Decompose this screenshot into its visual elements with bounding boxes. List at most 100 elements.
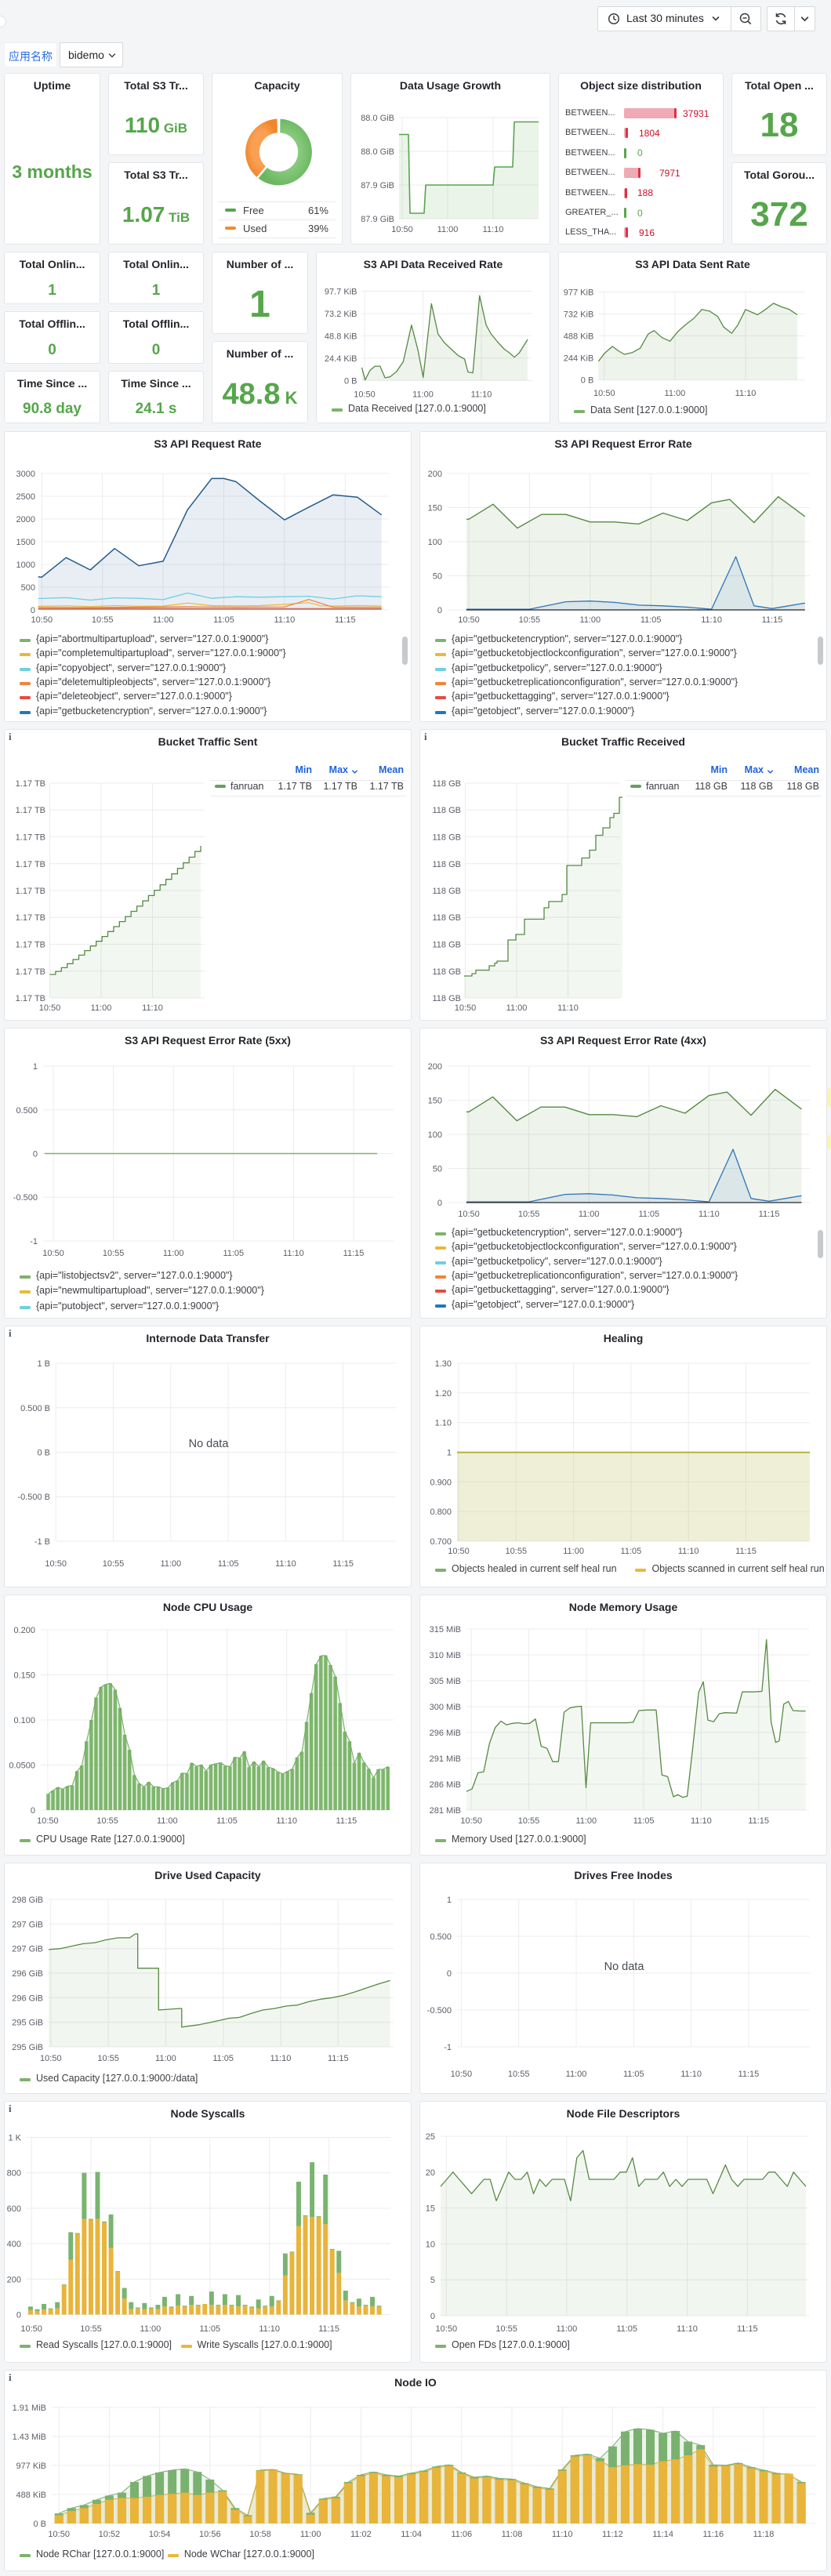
svg-text:11:10: 11:10 bbox=[471, 390, 492, 400]
svg-text:1.17 TB: 1.17 TB bbox=[16, 994, 45, 1003]
svg-text:11:05: 11:05 bbox=[638, 1210, 659, 1219]
svg-text:-0.500 B: -0.500 B bbox=[17, 1493, 50, 1502]
svg-text:11:05: 11:05 bbox=[216, 1816, 238, 1826]
svg-text:11:00: 11:00 bbox=[563, 1547, 584, 1556]
svg-text:11:10: 11:10 bbox=[276, 1816, 297, 1826]
svg-text:488 KiB: 488 KiB bbox=[16, 2491, 46, 2500]
svg-text:11:00: 11:00 bbox=[153, 615, 174, 625]
svg-text:11:10: 11:10 bbox=[275, 1559, 296, 1569]
svg-text:315 MiB: 315 MiB bbox=[430, 1625, 461, 1634]
svg-text:11:05: 11:05 bbox=[623, 2070, 644, 2079]
svg-text:11:15: 11:15 bbox=[759, 1210, 780, 1219]
svg-text:11:15: 11:15 bbox=[343, 1249, 365, 1258]
svg-text:11:10: 11:10 bbox=[735, 389, 757, 398]
svg-text:1.91 MiB: 1.91 MiB bbox=[13, 2404, 46, 2413]
svg-text:No data: No data bbox=[189, 1438, 230, 1450]
svg-text:-1: -1 bbox=[30, 1237, 38, 1246]
svg-text:1.17 TB: 1.17 TB bbox=[16, 967, 45, 977]
svg-text:11:10: 11:10 bbox=[483, 225, 504, 234]
svg-text:11:16: 11:16 bbox=[702, 2530, 724, 2539]
svg-text:11:00: 11:00 bbox=[155, 2054, 176, 2063]
svg-text:11:10: 11:10 bbox=[701, 615, 722, 625]
svg-text:10:50: 10:50 bbox=[455, 1003, 477, 1013]
svg-text:11:00: 11:00 bbox=[579, 1210, 600, 1219]
svg-text:0.200: 0.200 bbox=[13, 1626, 35, 1635]
svg-text:10:50: 10:50 bbox=[391, 225, 413, 234]
svg-text:0 B: 0 B bbox=[37, 1449, 50, 1458]
svg-text:977 KiB: 977 KiB bbox=[564, 288, 594, 297]
svg-text:0: 0 bbox=[447, 1969, 452, 1979]
svg-text:1.10: 1.10 bbox=[435, 1419, 452, 1428]
svg-text:0.900: 0.900 bbox=[430, 1478, 452, 1487]
svg-text:0.100: 0.100 bbox=[13, 1716, 35, 1725]
svg-text:118 GB: 118 GB bbox=[433, 887, 462, 896]
svg-text:10:50: 10:50 bbox=[45, 1559, 67, 1569]
svg-text:297 GiB: 297 GiB bbox=[12, 1945, 43, 1954]
svg-text:118 GB: 118 GB bbox=[433, 833, 462, 843]
svg-text:10:50: 10:50 bbox=[458, 615, 480, 625]
svg-text:10:50: 10:50 bbox=[31, 615, 53, 625]
svg-text:10:55: 10:55 bbox=[103, 1559, 125, 1569]
svg-text:0: 0 bbox=[16, 2311, 21, 2320]
svg-text:488 KiB: 488 KiB bbox=[564, 332, 594, 341]
svg-text:88.0 GiB: 88.0 GiB bbox=[361, 147, 394, 157]
svg-text:97.7 KiB: 97.7 KiB bbox=[325, 288, 357, 297]
svg-text:11:10: 11:10 bbox=[678, 1547, 699, 1556]
svg-text:300 MiB: 300 MiB bbox=[430, 1703, 461, 1712]
svg-text:11:00: 11:00 bbox=[163, 1249, 184, 1258]
svg-text:87.9 GiB: 87.9 GiB bbox=[361, 181, 394, 190]
svg-text:11:05: 11:05 bbox=[640, 615, 662, 625]
svg-text:295 GiB: 295 GiB bbox=[12, 2019, 43, 2028]
svg-text:10:55: 10:55 bbox=[97, 2054, 119, 2063]
svg-text:-1 B: -1 B bbox=[34, 1537, 50, 1547]
svg-text:1: 1 bbox=[447, 1449, 452, 1458]
svg-text:88.0 GiB: 88.0 GiB bbox=[361, 114, 394, 123]
svg-text:281 MiB: 281 MiB bbox=[430, 1806, 461, 1816]
svg-text:10:50: 10:50 bbox=[354, 390, 376, 400]
svg-text:118 GB: 118 GB bbox=[433, 994, 462, 1003]
svg-text:500: 500 bbox=[21, 583, 35, 593]
svg-text:10:55: 10:55 bbox=[103, 1249, 125, 1258]
svg-text:295 GiB: 295 GiB bbox=[12, 2043, 43, 2052]
svg-text:0.500: 0.500 bbox=[16, 1106, 38, 1116]
svg-text:0: 0 bbox=[437, 1199, 442, 1208]
svg-text:10:55: 10:55 bbox=[518, 1210, 540, 1219]
svg-text:2000: 2000 bbox=[16, 515, 35, 524]
svg-text:11:15: 11:15 bbox=[738, 2070, 760, 2079]
svg-text:305 MiB: 305 MiB bbox=[430, 1677, 461, 1686]
svg-text:800: 800 bbox=[7, 2169, 21, 2179]
svg-text:100: 100 bbox=[428, 538, 442, 547]
svg-text:48.8 KiB: 48.8 KiB bbox=[325, 332, 357, 341]
svg-text:1.17 TB: 1.17 TB bbox=[16, 806, 45, 815]
svg-text:1.17 TB: 1.17 TB bbox=[16, 779, 45, 789]
svg-text:11:00: 11:00 bbox=[140, 2324, 161, 2334]
svg-text:150: 150 bbox=[428, 504, 442, 513]
svg-text:0: 0 bbox=[430, 2312, 435, 2321]
svg-text:11:10: 11:10 bbox=[699, 1210, 720, 1219]
svg-text:0: 0 bbox=[33, 1150, 38, 1159]
svg-text:11:10: 11:10 bbox=[557, 1003, 579, 1013]
svg-text:297 GiB: 297 GiB bbox=[12, 1920, 43, 1929]
svg-text:1.17 TB: 1.17 TB bbox=[16, 860, 45, 869]
svg-text:118 GB: 118 GB bbox=[433, 860, 462, 869]
svg-text:5: 5 bbox=[430, 2276, 435, 2285]
svg-text:200: 200 bbox=[7, 2275, 21, 2284]
svg-text:11:05: 11:05 bbox=[199, 2324, 220, 2334]
svg-text:1: 1 bbox=[33, 1062, 38, 1072]
svg-text:150: 150 bbox=[428, 1097, 442, 1106]
svg-text:1.20: 1.20 bbox=[435, 1389, 452, 1399]
svg-text:200: 200 bbox=[428, 1062, 442, 1072]
svg-text:11:05: 11:05 bbox=[212, 2054, 234, 2063]
svg-text:2500: 2500 bbox=[16, 492, 35, 502]
svg-text:296 MiB: 296 MiB bbox=[430, 1729, 461, 1738]
svg-text:11:10: 11:10 bbox=[283, 1249, 304, 1258]
svg-text:10:50: 10:50 bbox=[436, 2324, 458, 2334]
svg-text:100: 100 bbox=[428, 1130, 442, 1140]
svg-text:11:10: 11:10 bbox=[680, 2070, 702, 2079]
svg-text:11:15: 11:15 bbox=[762, 615, 783, 625]
svg-text:1.17 TB: 1.17 TB bbox=[16, 913, 45, 923]
svg-text:11:15: 11:15 bbox=[737, 2324, 758, 2334]
svg-text:20: 20 bbox=[426, 2168, 435, 2178]
svg-text:11:05: 11:05 bbox=[621, 1547, 642, 1556]
svg-text:296 GiB: 296 GiB bbox=[12, 1994, 43, 2003]
